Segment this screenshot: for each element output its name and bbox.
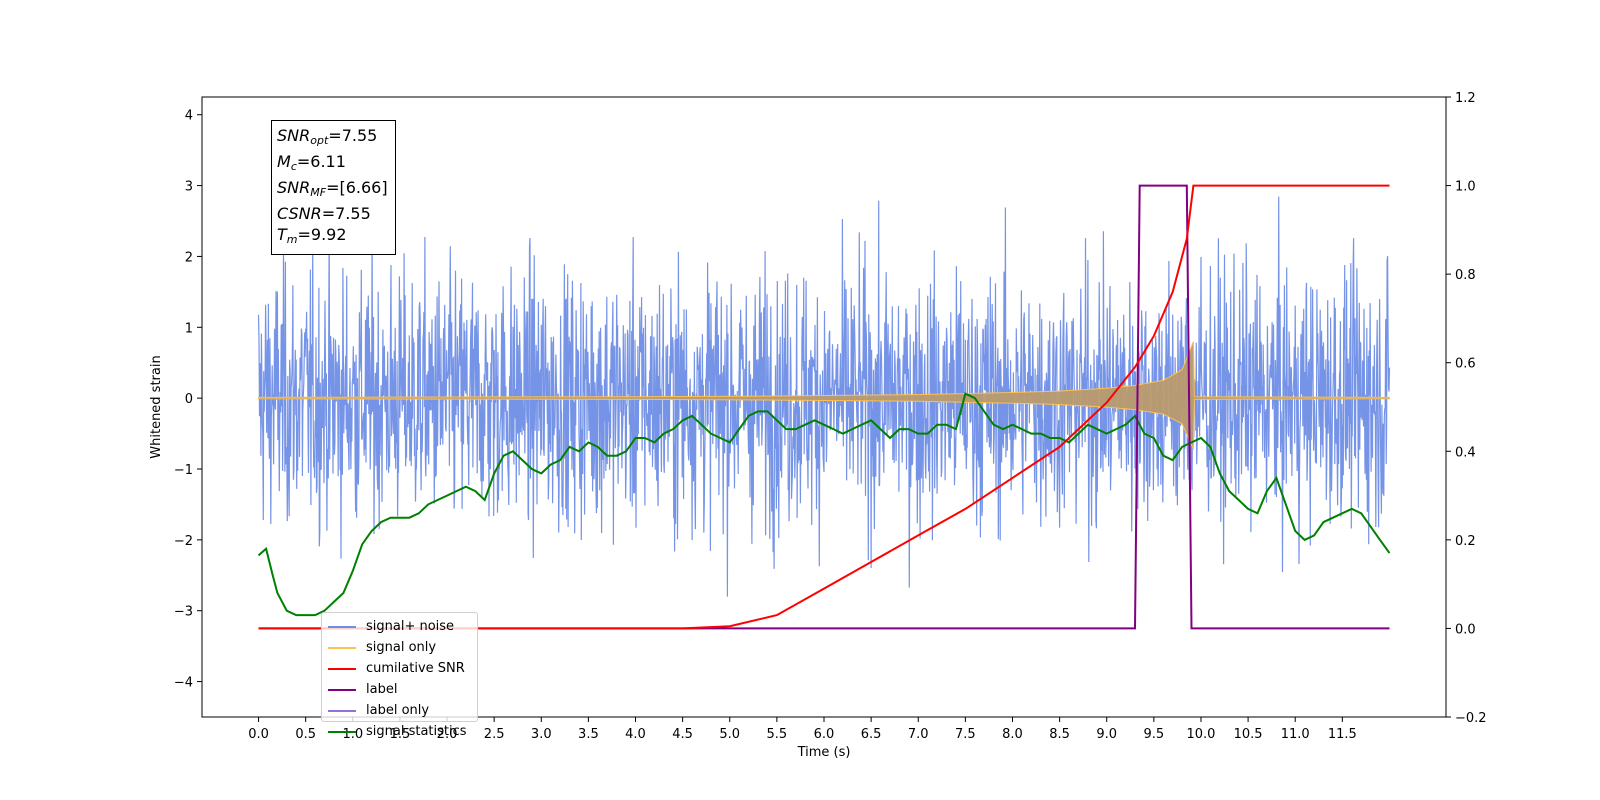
x-tick-label: 2.0 <box>437 727 458 742</box>
label-line <box>258 184 1390 630</box>
legend-item: cumilative SNR <box>328 658 471 679</box>
signal-statistics-line <box>257 392 1391 617</box>
legend-swatch <box>328 709 356 712</box>
snr-opt-stat: SNRopt=7.55 <box>277 126 378 147</box>
y-right-tick-label: 1.2 <box>1455 91 1476 106</box>
x-tick-label: 5.5 <box>767 727 788 742</box>
legend-item: label <box>328 679 471 700</box>
legend-swatch <box>328 625 356 628</box>
y-right-tick-label: 0.6 <box>1455 357 1476 372</box>
y-right-tick-label: −0.2 <box>1455 711 1487 726</box>
x-axis-title: Time (s) <box>797 745 851 760</box>
y-axis-title: Whitened strain <box>149 355 164 458</box>
y-right-tick-label: 0.8 <box>1455 268 1476 283</box>
legend-item: signal+ noise <box>328 616 471 637</box>
x-tick-label: 5.0 <box>719 727 740 742</box>
snr-annotation-box: SNRopt=7.55 Mc=6.11 SNRMF=[6.66] CSNR=7.… <box>271 120 396 255</box>
legend-swatch <box>328 667 356 670</box>
x-tick-label: 11.0 <box>1281 727 1310 742</box>
y-right-tick-label: 0.4 <box>1455 445 1476 460</box>
legend-label: cumilative SNR <box>366 661 465 676</box>
y-left-tick-label: 4 <box>185 109 193 124</box>
x-tick-label: 6.0 <box>814 727 835 742</box>
x-tick-label: 7.5 <box>955 727 976 742</box>
y-left-tick-label: −3 <box>174 605 193 620</box>
legend-swatch <box>328 646 356 649</box>
legend-label: signal+ noise <box>366 619 455 634</box>
csnr-stat: CSNR=7.55 <box>277 204 371 223</box>
legend-item: signal only <box>328 637 471 658</box>
x-tick-label: 4.5 <box>672 727 693 742</box>
x-tick-label: 6.5 <box>861 727 882 742</box>
x-tick-label: 3.5 <box>578 727 599 742</box>
legend-label: signal statistics <box>366 724 467 739</box>
x-tick-label: 10.5 <box>1234 727 1263 742</box>
x-tick-label: 8.5 <box>1049 727 1070 742</box>
y-left-tick-label: 2 <box>185 250 193 265</box>
cumulative-snr-line <box>258 184 1390 630</box>
x-tick-label: 11.5 <box>1328 727 1357 742</box>
y-left-tick-label: −4 <box>174 676 193 691</box>
legend-swatch <box>328 688 356 691</box>
chart-legend: signal+ noise signal only cumilative SNR la… <box>321 612 478 739</box>
x-tick-label: 1.5 <box>390 727 411 742</box>
legend-swatch <box>328 730 356 733</box>
legend-label: label <box>366 682 398 697</box>
x-tick-label: 2.5 <box>484 727 505 742</box>
mc-stat: Mc=6.11 <box>277 152 346 173</box>
tm-stat: Tm=9.92 <box>277 225 347 246</box>
x-tick-label: 8.0 <box>1002 727 1023 742</box>
x-tick-label: 9.0 <box>1096 727 1117 742</box>
legend-item: signal statistics <box>328 721 471 742</box>
snr-mf-stat: SNRMF=[6.66] <box>277 178 388 199</box>
x-tick-label: 4.0 <box>625 727 646 742</box>
y-left-tick-label: 3 <box>185 180 193 195</box>
y-right-tick-label: 0.0 <box>1455 622 1476 637</box>
legend-item: label only <box>328 700 471 721</box>
y-left-tick-label: −1 <box>174 463 193 478</box>
y-right-tick-label: 0.2 <box>1455 534 1476 549</box>
x-tick-label: 0.0 <box>248 727 269 742</box>
legend-label: signal only <box>366 640 437 655</box>
y-left-tick-label: 0 <box>185 392 193 407</box>
signal-plus-noise-line <box>257 196 1391 597</box>
y-left-tick-label: −2 <box>174 534 193 549</box>
legend-label: label only <box>366 703 430 718</box>
x-tick-label: 3.0 <box>531 727 552 742</box>
x-tick-label: 0.5 <box>295 727 316 742</box>
x-tick-label: 10.0 <box>1186 727 1215 742</box>
signal-only-line <box>258 341 1390 450</box>
x-tick-label: 7.0 <box>908 727 929 742</box>
y-right-tick-label: 1.0 <box>1455 180 1476 195</box>
y-left-tick-label: 1 <box>185 321 193 336</box>
x-tick-label: 9.5 <box>1144 727 1165 742</box>
